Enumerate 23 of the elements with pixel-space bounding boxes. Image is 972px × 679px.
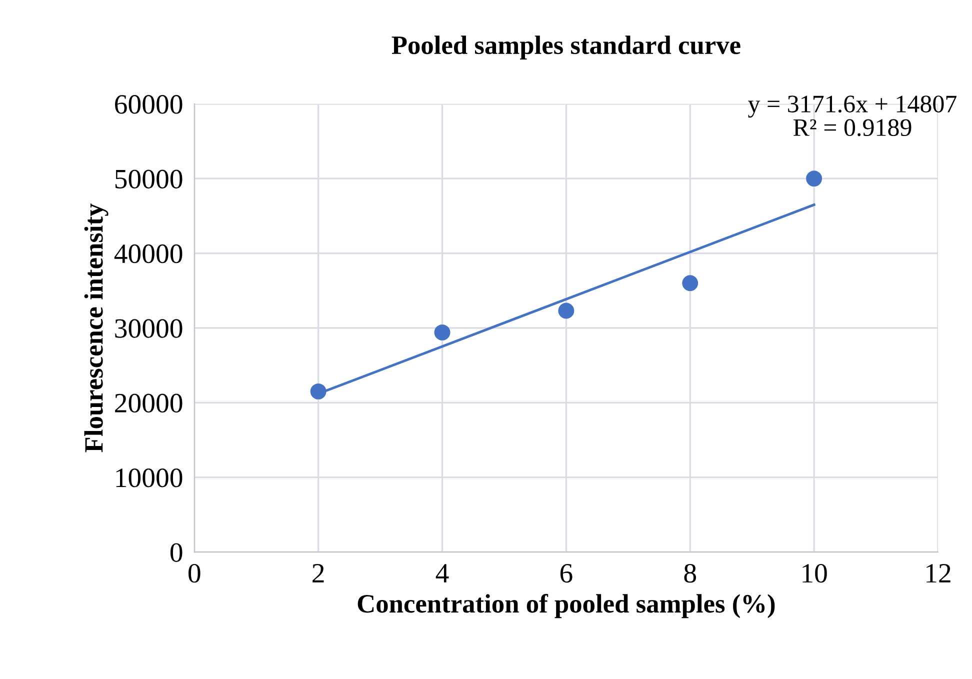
x-tick-label: 6	[560, 564, 572, 583]
point	[682, 275, 698, 292]
x-tick-label: 4	[436, 564, 449, 582]
x-tick-label: 8	[684, 564, 696, 583]
y-tick-label: 40000	[114, 244, 182, 264]
y-tick-label: 60000	[115, 95, 182, 114]
y-tick-label: 0	[170, 543, 182, 562]
point	[310, 383, 326, 400]
chart-title: Pooled samples standard curve	[392, 36, 740, 60]
y-axis-title: Flourescence intensity	[84, 203, 108, 452]
y-tick-label: 50000	[115, 170, 182, 188]
x-tick-label: 2	[312, 564, 324, 582]
y-tick-label: 30000	[115, 319, 182, 338]
x-axis-title: Concentration of pooled samples (%)	[358, 594, 775, 618]
annotation: y = 3171.6x + 14807 R² = 0.9189	[748, 96, 956, 136]
point	[806, 170, 822, 187]
y-tick-label: 20000	[115, 394, 182, 413]
point	[434, 324, 450, 340]
x-tick-label: 0	[188, 564, 200, 583]
x-tick-label: 10	[802, 564, 827, 583]
x-tick-label: 12	[926, 564, 950, 582]
y-tick-label: 10000	[116, 468, 182, 488]
point	[558, 302, 574, 319]
